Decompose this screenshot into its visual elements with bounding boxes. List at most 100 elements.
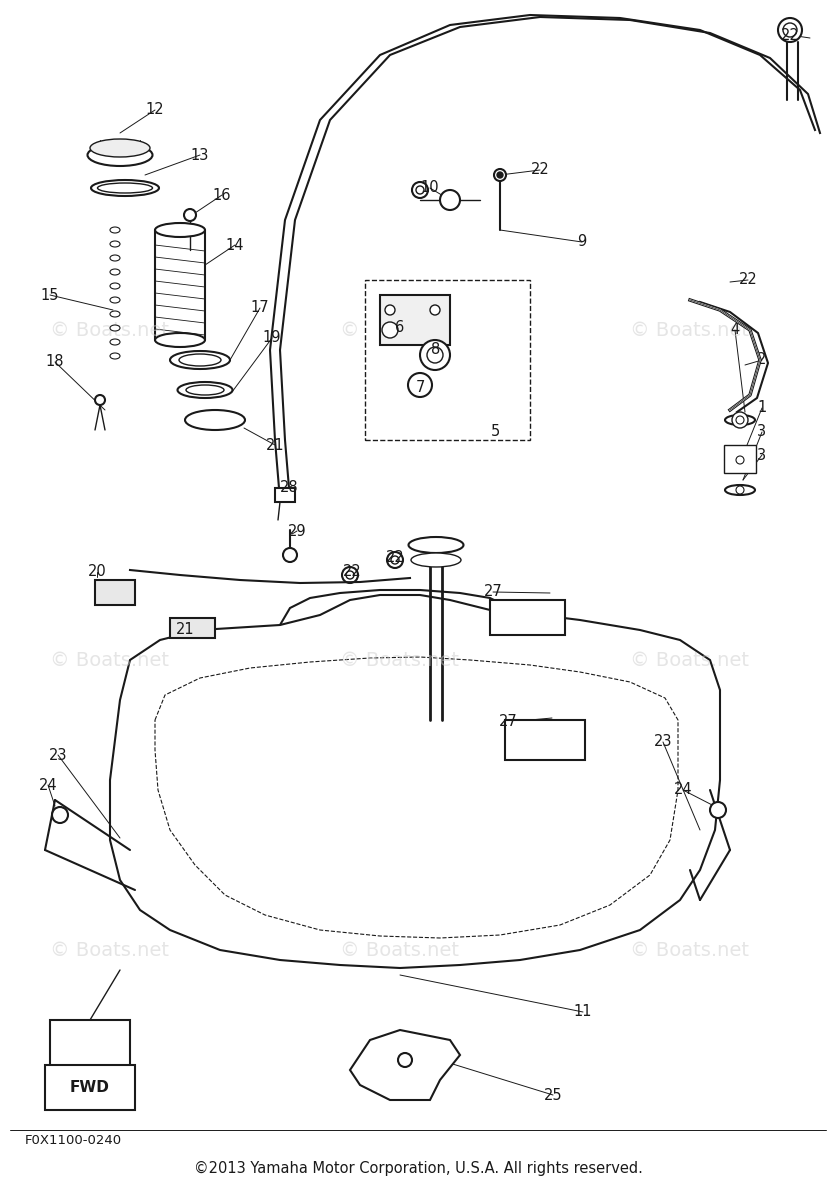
Text: 8: 8 [431,342,441,358]
Circle shape [398,1054,412,1067]
Ellipse shape [110,338,120,346]
Text: 6: 6 [395,320,405,336]
Circle shape [440,190,460,210]
Text: 26: 26 [59,1068,77,1082]
Circle shape [342,566,358,583]
Text: 7: 7 [415,380,425,396]
Text: 19: 19 [263,330,281,346]
Ellipse shape [411,553,461,566]
Ellipse shape [110,269,120,275]
Text: 13: 13 [191,148,209,162]
Text: 1: 1 [757,401,767,415]
Bar [275,488,295,502]
Bar [490,600,565,635]
Text: 23: 23 [48,748,67,762]
Circle shape [420,340,450,370]
Circle shape [416,186,424,194]
Circle shape [408,373,432,397]
Ellipse shape [110,325,120,331]
Text: 28: 28 [280,480,298,494]
Text: © Boats.net: © Boats.net [50,941,170,960]
Ellipse shape [110,283,120,289]
Circle shape [783,23,797,37]
PathPatch shape [350,1030,460,1100]
Ellipse shape [110,296,120,302]
Circle shape [382,322,398,338]
Ellipse shape [185,410,245,430]
Ellipse shape [88,144,152,166]
Text: © Boats.net: © Boats.net [630,320,750,340]
Bar [365,280,530,440]
Circle shape [497,172,503,178]
Text: F0X1100-0240: F0X1100-0240 [25,1134,122,1146]
Text: 3: 3 [757,448,767,462]
Ellipse shape [725,455,755,464]
Text: ©2013 Yamaha Motor Corporation, U.S.A. All rights reserved.: ©2013 Yamaha Motor Corporation, U.S.A. A… [194,1160,642,1176]
Text: 22: 22 [781,28,799,42]
Text: 21: 21 [266,438,284,452]
Text: 2: 2 [757,353,767,367]
Ellipse shape [90,139,150,157]
Ellipse shape [186,385,224,395]
Circle shape [184,209,196,221]
Text: 14: 14 [226,238,244,252]
Circle shape [427,347,443,362]
Ellipse shape [170,350,230,370]
Text: 17: 17 [251,300,269,316]
Circle shape [283,548,297,562]
Text: © Boats.net: © Boats.net [50,650,170,670]
Text: 9: 9 [578,234,587,250]
Circle shape [710,802,726,818]
Circle shape [346,571,354,578]
Bar [724,445,756,473]
Text: 21: 21 [176,623,194,637]
Ellipse shape [155,223,205,236]
Ellipse shape [110,241,120,247]
Bar [505,720,585,760]
Text: © Boats.net: © Boats.net [340,320,460,340]
Text: 22: 22 [385,551,405,565]
Text: © Boats.net: © Boats.net [630,941,750,960]
Text: © Boats.net: © Boats.net [340,650,460,670]
Text: 24: 24 [38,778,58,792]
Text: 4: 4 [731,323,740,337]
Text: © Boats.net: © Boats.net [630,650,750,670]
Ellipse shape [179,354,221,366]
Ellipse shape [98,182,152,193]
Text: 22: 22 [343,564,361,580]
Text: © Boats.net: © Boats.net [50,320,170,340]
Circle shape [385,305,395,314]
Ellipse shape [155,332,205,347]
Ellipse shape [91,180,159,196]
Circle shape [430,305,440,314]
PathPatch shape [110,595,720,968]
Circle shape [736,456,744,464]
Text: 22: 22 [739,272,757,288]
Text: FWD: FWD [70,1080,110,1094]
Ellipse shape [110,353,120,359]
Text: 11: 11 [573,1004,592,1020]
Circle shape [391,556,399,564]
Circle shape [736,416,744,424]
Text: 12: 12 [145,102,165,118]
Text: 27: 27 [483,584,502,600]
Circle shape [387,552,403,568]
Circle shape [736,486,744,494]
Bar [50,1020,130,1070]
Ellipse shape [177,382,232,398]
Ellipse shape [725,415,755,425]
Ellipse shape [110,227,120,233]
Text: 23: 23 [654,734,672,750]
Text: 27: 27 [498,714,517,730]
Circle shape [732,412,748,428]
Text: 29: 29 [288,523,306,539]
Text: © Boats.net: © Boats.net [340,941,460,960]
Ellipse shape [409,538,463,553]
Ellipse shape [725,485,755,494]
Text: 24: 24 [674,782,692,798]
Bar [95,580,135,605]
Text: 16: 16 [212,187,232,203]
Bar [170,618,215,638]
Ellipse shape [110,311,120,317]
Text: 18: 18 [46,354,64,370]
